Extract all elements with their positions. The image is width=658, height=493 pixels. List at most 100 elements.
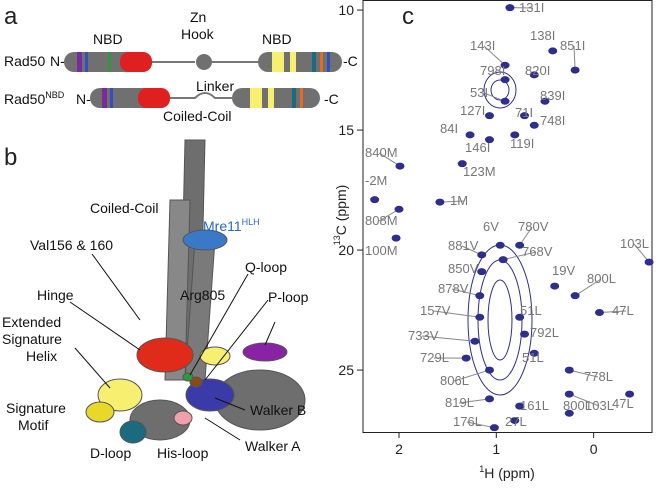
peak-label: 161L bbox=[520, 398, 549, 413]
stripe bbox=[102, 88, 107, 108]
d-loop bbox=[120, 421, 146, 443]
stripe bbox=[312, 52, 316, 72]
peak-label: 798I bbox=[480, 63, 505, 78]
label: N- bbox=[76, 91, 91, 107]
stripe bbox=[290, 52, 296, 72]
stripe bbox=[320, 52, 323, 72]
peak-label: 839I bbox=[540, 88, 565, 103]
peak-label: 806L bbox=[440, 373, 469, 388]
peak-label: 729L bbox=[420, 350, 449, 365]
peak-label: 851I bbox=[560, 38, 585, 53]
peak bbox=[462, 355, 470, 361]
stripe bbox=[85, 52, 88, 72]
panel-letter: a bbox=[4, 3, 18, 30]
peak bbox=[595, 309, 603, 315]
peak-label: 47L bbox=[612, 303, 634, 318]
peak-label: 138I bbox=[530, 28, 555, 43]
peak bbox=[549, 48, 557, 54]
peak-label: 123M bbox=[463, 164, 496, 179]
stripe bbox=[110, 88, 113, 108]
y-tick-label: 20 bbox=[338, 242, 354, 258]
label: NBD bbox=[262, 31, 292, 47]
hinge-helix bbox=[137, 338, 193, 372]
peak-label: 84I bbox=[440, 121, 458, 136]
his-loop bbox=[174, 411, 192, 425]
label: C (ppm) bbox=[333, 185, 349, 236]
peak-label: 6V bbox=[483, 219, 499, 234]
peak-label: 780V bbox=[518, 219, 549, 234]
peak bbox=[392, 235, 400, 241]
peak bbox=[571, 67, 579, 73]
signature-motif bbox=[86, 402, 114, 422]
peak-label: 51L bbox=[520, 303, 542, 318]
peak-label: 840M bbox=[365, 145, 398, 160]
label: H (ppm) bbox=[484, 465, 535, 481]
peak-label: 881V bbox=[448, 238, 479, 253]
label: Walker A bbox=[245, 438, 301, 454]
peak bbox=[530, 122, 538, 128]
label: Val156 & 160 bbox=[30, 237, 113, 253]
panel-b: b Coiled-Coil Mre11HLH Val156 & 160 Q-lo… bbox=[2, 140, 309, 461]
label: Helix bbox=[26, 348, 57, 364]
peak-label: 1M bbox=[450, 193, 468, 208]
q-loop bbox=[183, 373, 193, 381]
stripe bbox=[327, 52, 330, 72]
peak-label: 792L bbox=[530, 325, 559, 340]
zn-hook bbox=[196, 54, 212, 70]
peak-label: 878V bbox=[438, 281, 469, 296]
label: Q-loop bbox=[245, 259, 287, 275]
peak-label: 51L bbox=[522, 350, 544, 365]
y-tick-label: 15 bbox=[338, 122, 354, 138]
stripe bbox=[268, 88, 274, 108]
peak-label: 53I bbox=[470, 85, 488, 100]
label: -C bbox=[324, 91, 339, 107]
peak bbox=[565, 367, 573, 373]
peak-label: 143I bbox=[470, 38, 495, 53]
panel-letter: b bbox=[4, 144, 17, 171]
domain bbox=[120, 52, 152, 72]
peak bbox=[485, 396, 493, 402]
peak-label: 819L bbox=[445, 395, 474, 410]
y-axis-label: 13C (ppm) bbox=[332, 185, 349, 246]
peak-label: 778L bbox=[584, 369, 613, 384]
label: D-loop bbox=[90, 445, 131, 461]
stripe bbox=[250, 88, 262, 108]
peak-label: 748I bbox=[540, 113, 565, 128]
peak-label: 131I bbox=[519, 0, 544, 15]
peak-label: 157V bbox=[420, 303, 451, 318]
peak bbox=[396, 163, 404, 169]
peak-label: 800L bbox=[563, 398, 592, 413]
superscript: HLH bbox=[242, 217, 260, 227]
peak-label: 808M bbox=[365, 213, 398, 228]
peak bbox=[521, 331, 529, 337]
p-loop bbox=[243, 343, 287, 361]
y-tick-label: 10 bbox=[338, 2, 354, 18]
stripe bbox=[108, 52, 111, 72]
peak bbox=[485, 367, 493, 373]
stripe bbox=[272, 52, 284, 72]
x-tick-label: 0 bbox=[590, 441, 598, 457]
peak-label: 176L bbox=[453, 414, 482, 429]
peak-label: 850V bbox=[448, 261, 479, 276]
domain bbox=[232, 88, 320, 108]
peak-label: 820I bbox=[525, 63, 550, 78]
stripe bbox=[77, 52, 82, 72]
label: Coiled-Coil bbox=[163, 108, 231, 124]
superscript: NBD bbox=[45, 90, 65, 100]
peak-label: 71I bbox=[515, 105, 533, 120]
peak bbox=[478, 269, 486, 275]
peak-label: 27L bbox=[505, 414, 527, 429]
peak bbox=[371, 197, 379, 203]
peak bbox=[471, 338, 479, 344]
peak bbox=[551, 283, 559, 289]
label: Rad50 bbox=[4, 91, 45, 107]
peak bbox=[490, 425, 498, 431]
label: Signature bbox=[2, 331, 62, 347]
peak bbox=[496, 242, 504, 248]
peak bbox=[501, 98, 509, 104]
peak bbox=[478, 252, 486, 258]
peak-label: 119I bbox=[510, 136, 534, 151]
